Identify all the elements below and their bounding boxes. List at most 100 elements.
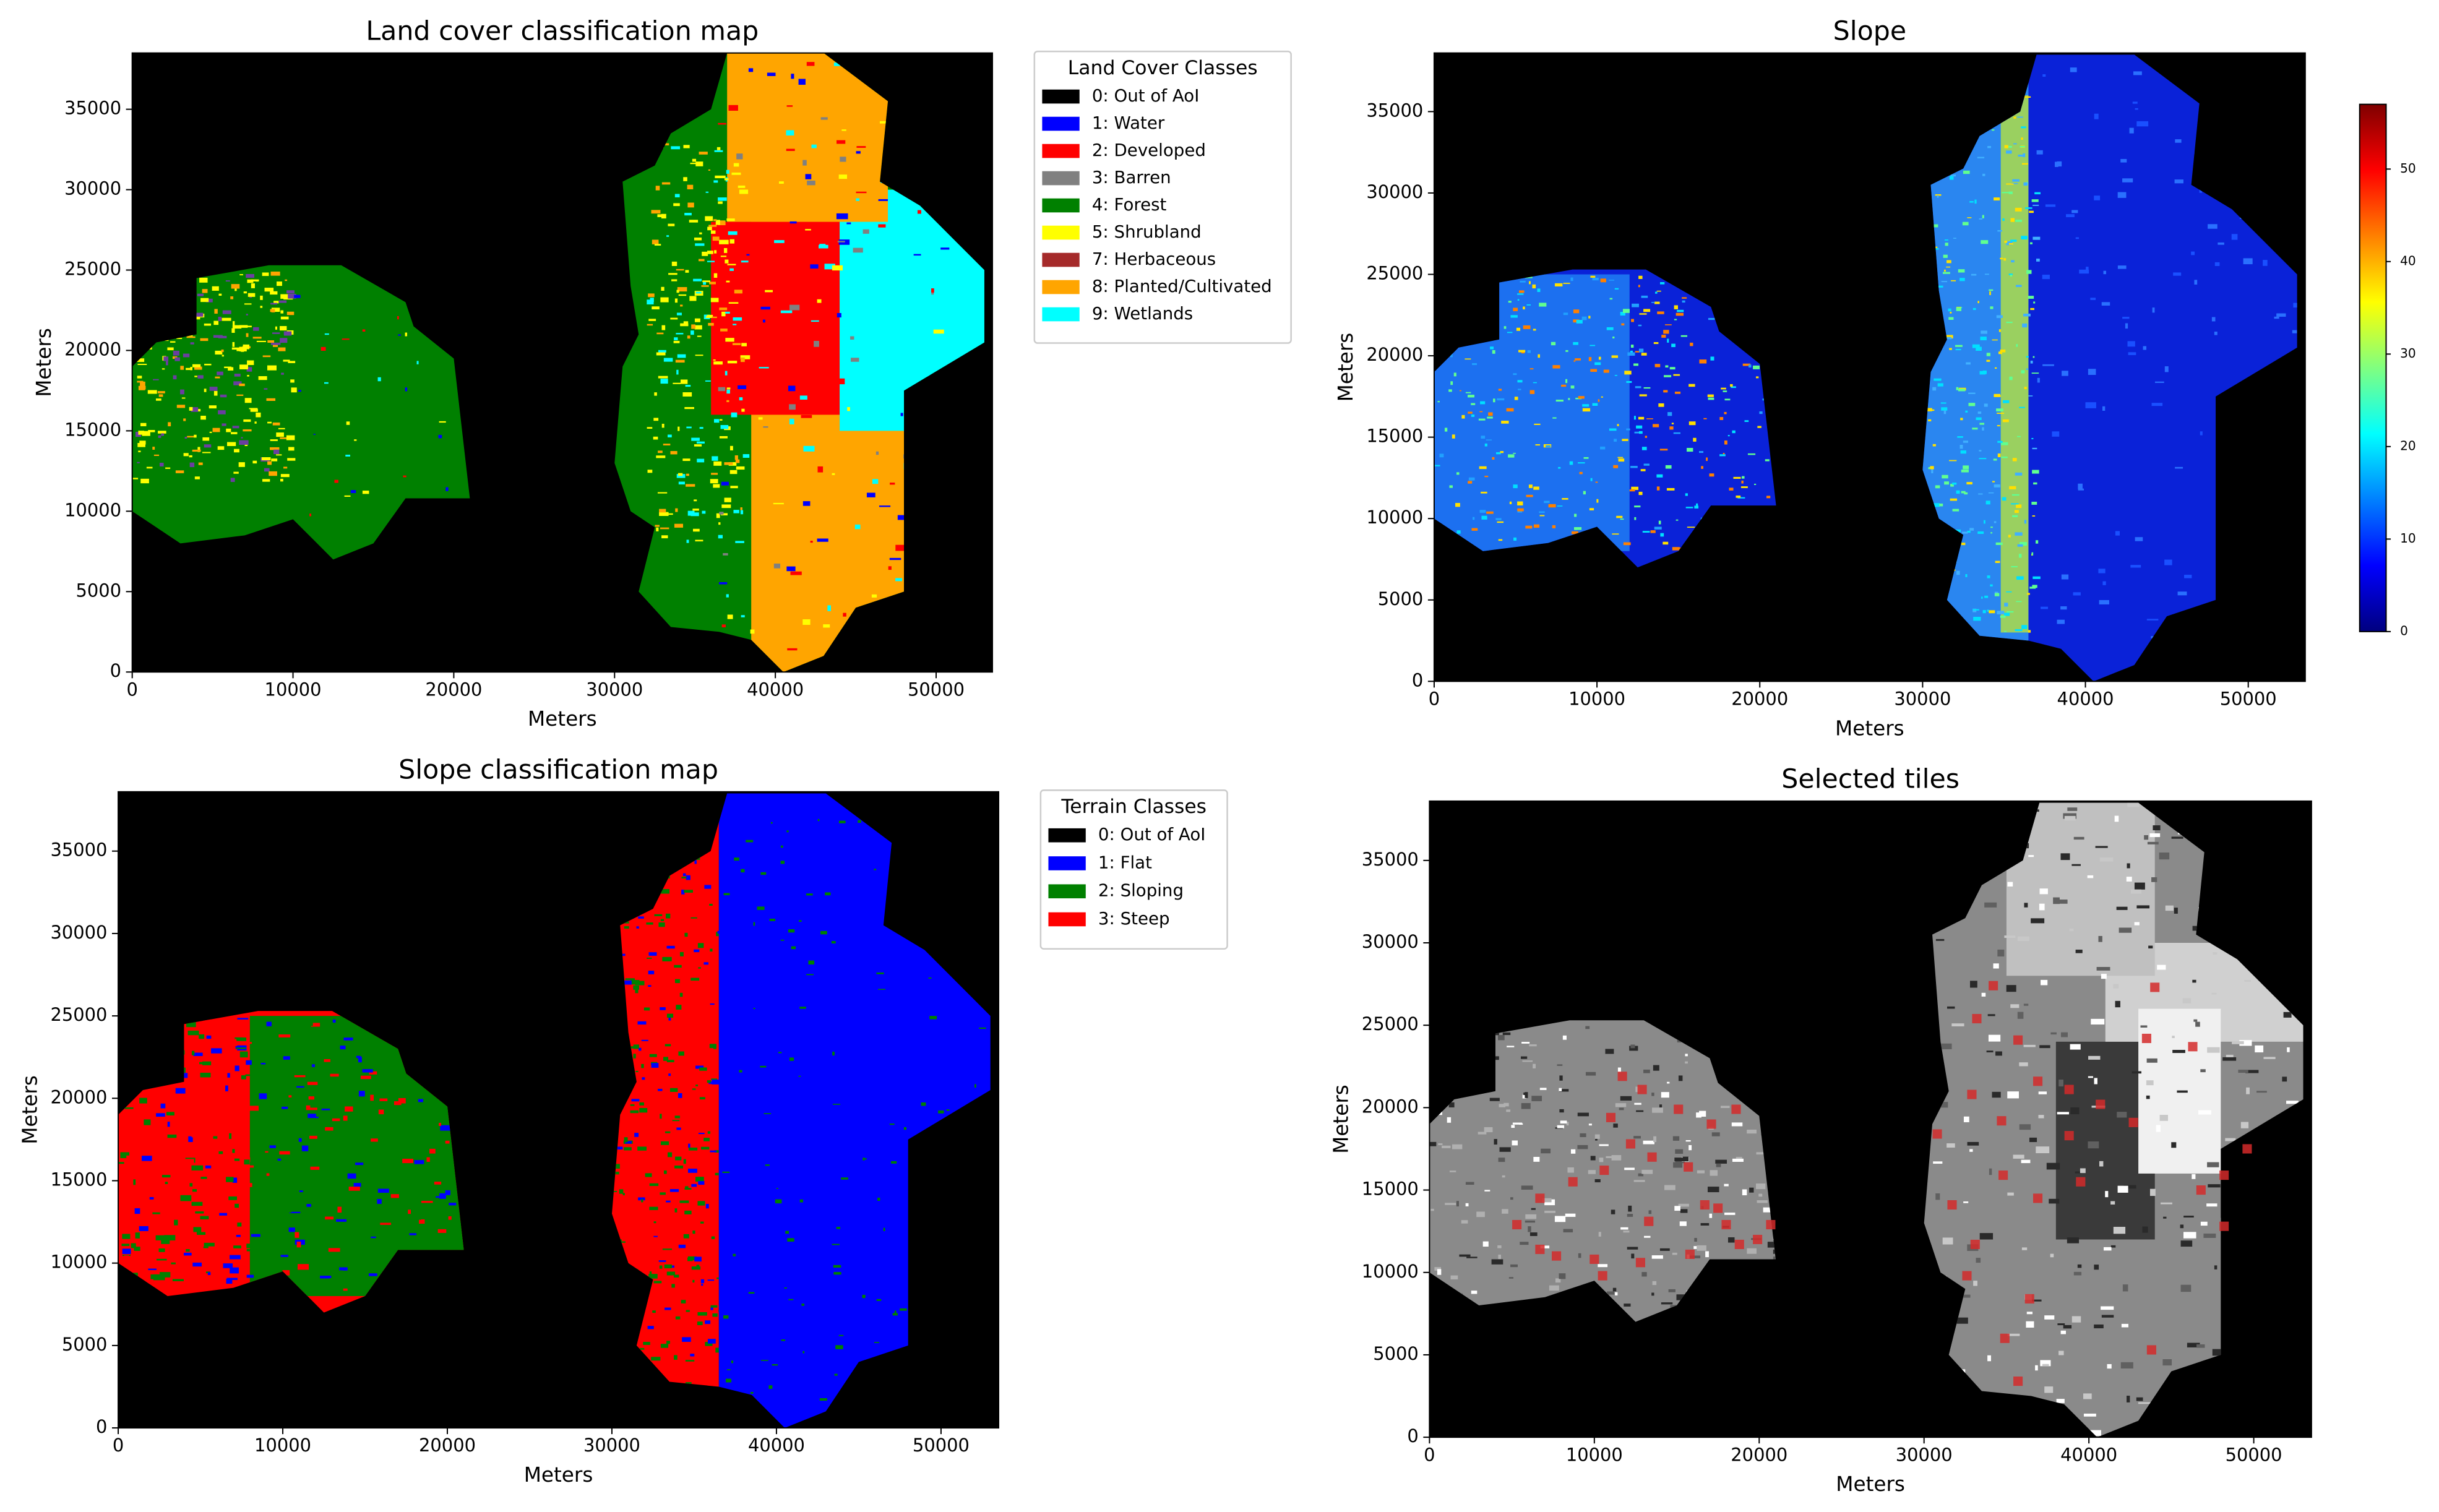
legend-label: 2: Sloping: [1098, 880, 1184, 901]
tile-point: [2219, 1171, 2229, 1180]
tile-point: [1997, 1116, 2007, 1126]
tile-point: [1552, 1251, 1562, 1261]
x-tick-label: 0: [126, 679, 137, 700]
chart-title: Land cover classification map: [366, 15, 759, 46]
colorbar: [2359, 103, 2387, 632]
x-tick-label: 50000: [908, 679, 965, 700]
y-axis-label: Meters: [32, 328, 56, 397]
legend-swatch: [1042, 171, 1080, 186]
tile-point: [1647, 1152, 1657, 1162]
y-tick-label: 0: [1407, 1425, 1418, 1446]
x-tick-label: 40000: [2057, 688, 2114, 709]
y-tick-label: 35000: [1362, 849, 1419, 870]
y-axis-label: Meters: [1334, 333, 1357, 402]
tile-point: [2024, 1294, 2034, 1304]
tile-point: [2013, 1377, 2023, 1386]
axes-frame: [118, 791, 1000, 1429]
x-tick-label: 50000: [2226, 1444, 2282, 1465]
colorbar-tick-label: 40: [2400, 253, 2416, 268]
y-tick-label: 25000: [50, 1004, 107, 1025]
chart-title: Slope classification map: [398, 755, 718, 786]
y-tick-label: 30000: [1366, 181, 1423, 202]
x-tick-label: 20000: [425, 679, 482, 700]
y-tick-label: 30000: [50, 922, 107, 943]
y-tick-label: 35000: [1366, 100, 1423, 121]
legend-label: 7: Herbaceous: [1092, 249, 1216, 269]
legend-swatch: [1042, 307, 1080, 322]
tile-point: [2146, 1345, 2156, 1355]
y-tick-label: 20000: [50, 1086, 107, 1107]
y-axis-label: Meters: [18, 1075, 41, 1145]
y-tick-label: 15000: [1366, 426, 1423, 447]
tile-point: [1713, 1203, 1723, 1213]
tile-point: [2076, 1177, 2086, 1187]
x-tick-label: 30000: [1896, 1444, 1953, 1465]
y-tick-label: 15000: [50, 1169, 107, 1190]
x-axis-label: Meters: [524, 1463, 593, 1487]
tile-point: [2013, 1035, 2023, 1045]
x-tick-label: 10000: [1566, 1444, 1623, 1465]
tile-point: [1967, 1089, 1977, 1099]
tile-point: [1998, 1171, 2008, 1180]
legend-label: 2: Developed: [1092, 140, 1206, 160]
tile-point: [1766, 1219, 1776, 1230]
tile-point: [2000, 1333, 2010, 1343]
legend-swatch: [1048, 828, 1086, 843]
tile-point: [2033, 1193, 2043, 1203]
tile-point: [1599, 1166, 1609, 1175]
legend-label: 0: Out of AoI: [1092, 85, 1200, 106]
legend-label: 1: Flat: [1098, 852, 1152, 872]
y-tick-label: 10000: [1366, 507, 1423, 528]
y-tick-label: 15000: [64, 419, 121, 440]
x-tick-label: 30000: [586, 679, 643, 700]
tile-point: [1685, 1249, 1695, 1260]
y-tick-label: 20000: [1362, 1096, 1419, 1117]
tile-point: [1753, 1234, 1763, 1245]
legend-swatch: [1048, 884, 1086, 899]
tile-point: [1589, 1254, 1599, 1264]
legend-swatch: [1042, 89, 1080, 104]
colorbar-tick-label: 0: [2400, 623, 2408, 638]
x-tick-label: 50000: [2220, 688, 2277, 709]
tile-point: [2150, 982, 2160, 992]
legend-swatch: [1042, 280, 1080, 294]
tile-point: [1972, 1013, 1982, 1024]
legend-swatch: [1042, 144, 1080, 158]
y-tick-label: 25000: [64, 259, 121, 280]
legend-title: Terrain Classes: [1060, 796, 1207, 818]
x-tick-label: 40000: [748, 1435, 805, 1456]
x-tick-label: 20000: [419, 1435, 476, 1456]
y-tick-label: 0: [110, 660, 121, 681]
tile-point: [1721, 1219, 1731, 1230]
tile-point: [2141, 1033, 2151, 1044]
colorbar-tick-label: 50: [2400, 161, 2416, 176]
y-tick-label: 30000: [1362, 931, 1419, 952]
y-tick-label: 10000: [64, 499, 121, 520]
y-tick-label: 35000: [50, 840, 107, 861]
colorbar-tick-label: 20: [2400, 438, 2416, 453]
axes-frame: [131, 52, 993, 673]
y-tick-label: 5000: [76, 580, 122, 601]
tile-point: [1535, 1193, 1545, 1203]
y-tick-label: 0: [96, 1416, 107, 1437]
tile-point: [2242, 1144, 2252, 1154]
tile-point: [1568, 1177, 1578, 1187]
tile-point: [1947, 1200, 1957, 1210]
x-tick-label: 0: [113, 1435, 124, 1456]
legend-label: 5: Shrubland: [1092, 221, 1202, 242]
tile-point: [1635, 1258, 1645, 1268]
x-tick-label: 10000: [1568, 688, 1625, 709]
tile-point: [1731, 1104, 1741, 1114]
tile-point: [1637, 1085, 1647, 1094]
legend-swatch: [1048, 856, 1086, 870]
legend-title: Land Cover Classes: [1068, 57, 1258, 79]
y-tick-label: 5000: [1378, 588, 1424, 609]
tile-point: [1734, 1239, 1744, 1250]
legend-label: 0: Out of AoI: [1098, 824, 1206, 844]
y-tick-label: 0: [1412, 669, 1423, 690]
x-tick-label: 40000: [747, 679, 804, 700]
tile-point: [1606, 1112, 1616, 1122]
tile-point: [1512, 1219, 1522, 1230]
x-tick-label: 30000: [1894, 688, 1951, 709]
tile-point: [2128, 1117, 2138, 1127]
